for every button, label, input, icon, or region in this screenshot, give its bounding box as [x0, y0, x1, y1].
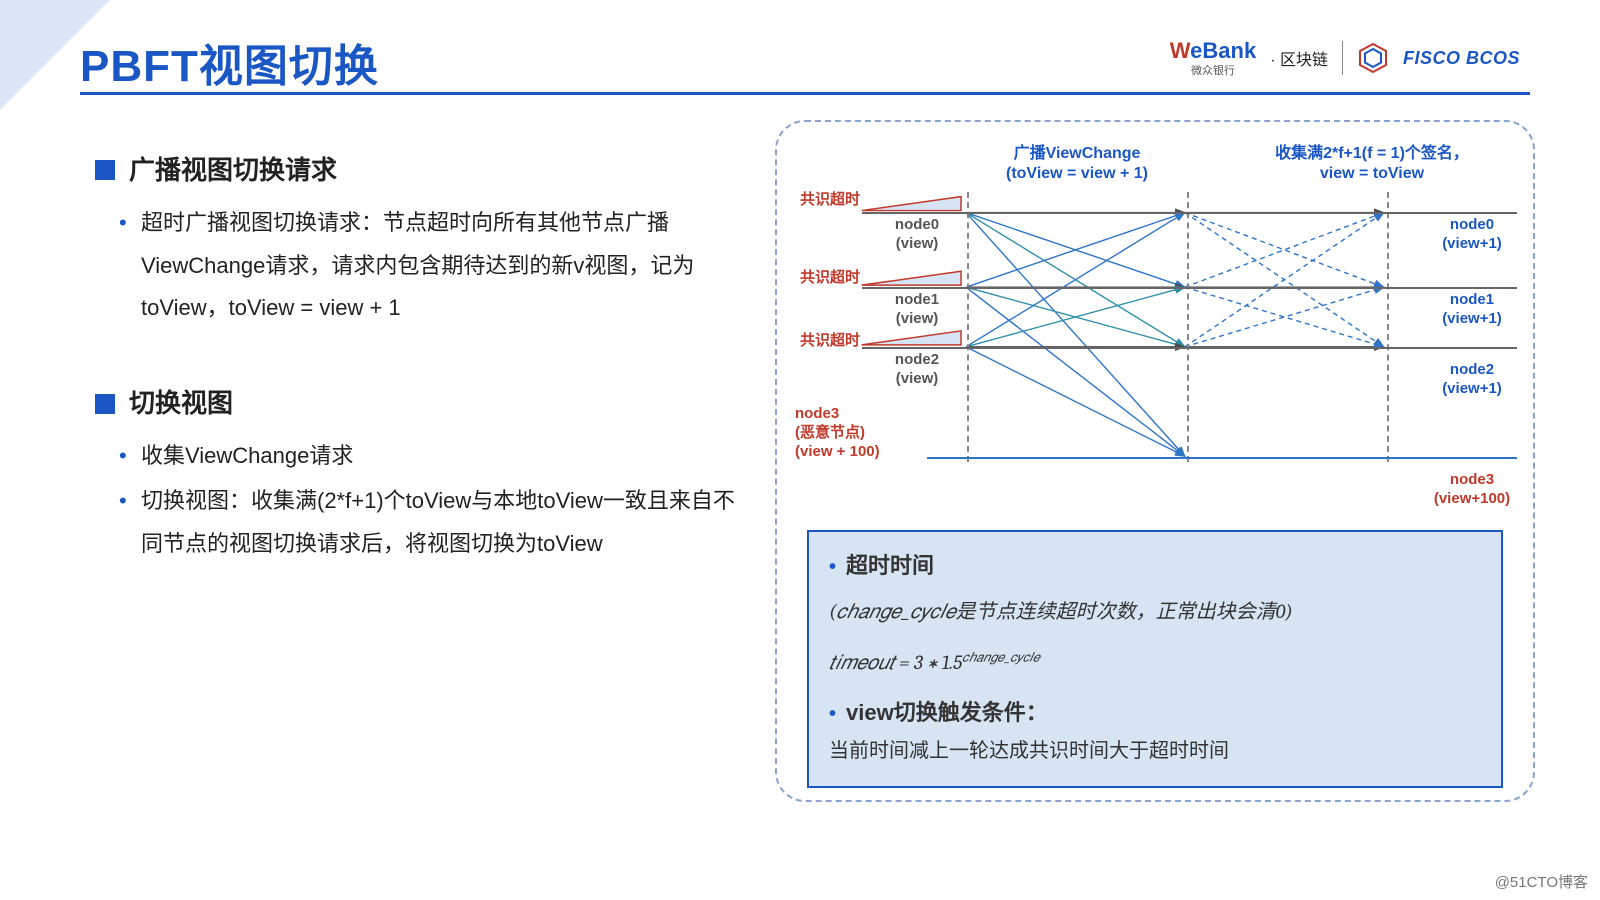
webank-sub: 微众银行	[1170, 62, 1256, 78]
info-line: (𝑐ℎ𝑎𝑛𝑔𝑒_𝑐𝑦𝑐𝑙𝑒是节点连续超时次数，正常出块会清0)	[829, 593, 1481, 630]
section-2-heading: 切换视图	[95, 378, 740, 429]
fisco-icon	[1357, 42, 1389, 74]
list-item: 切换视图：收集满(2*f+1)个toView与本地toView一致且来自不同节点…	[141, 480, 740, 566]
section-1-heading: 广播视图切换请求	[95, 145, 740, 196]
list-item: 超时广播视图切换请求：节点超时向所有其他节点广播ViewChange请求，请求内…	[141, 202, 740, 331]
chain-label: · 区块链	[1270, 46, 1328, 70]
logo-row: WeBank 微众银行 · 区块链 FISCO BCOS	[1170, 38, 1520, 78]
list-item: 收集ViewChange请求	[141, 435, 740, 478]
webank-logo: WeBank	[1170, 38, 1256, 64]
watermark: @51CTO博客	[1495, 871, 1588, 892]
fisco-label: FISCO BCOS	[1403, 48, 1520, 69]
info-formula: 𝑡𝑖𝑚𝑒𝑜𝑢𝑡 = 3 ∗ 1.5𝑐ℎ𝑎𝑛𝑔𝑒_𝑐𝑦𝑐𝑙𝑒	[829, 644, 1481, 681]
title-underline	[80, 92, 1530, 95]
diagram-panel: 广播ViewChange(toView = view + 1)收集满2*f+1(…	[775, 120, 1535, 802]
info-line: 当前时间减上一轮达成共识时间大于超时时间	[829, 733, 1481, 770]
info-box: •超时时间 (𝑐ℎ𝑎𝑛𝑔𝑒_𝑐𝑦𝑐𝑙𝑒是节点连续超时次数，正常出块会清0) 𝑡𝑖…	[807, 530, 1503, 788]
